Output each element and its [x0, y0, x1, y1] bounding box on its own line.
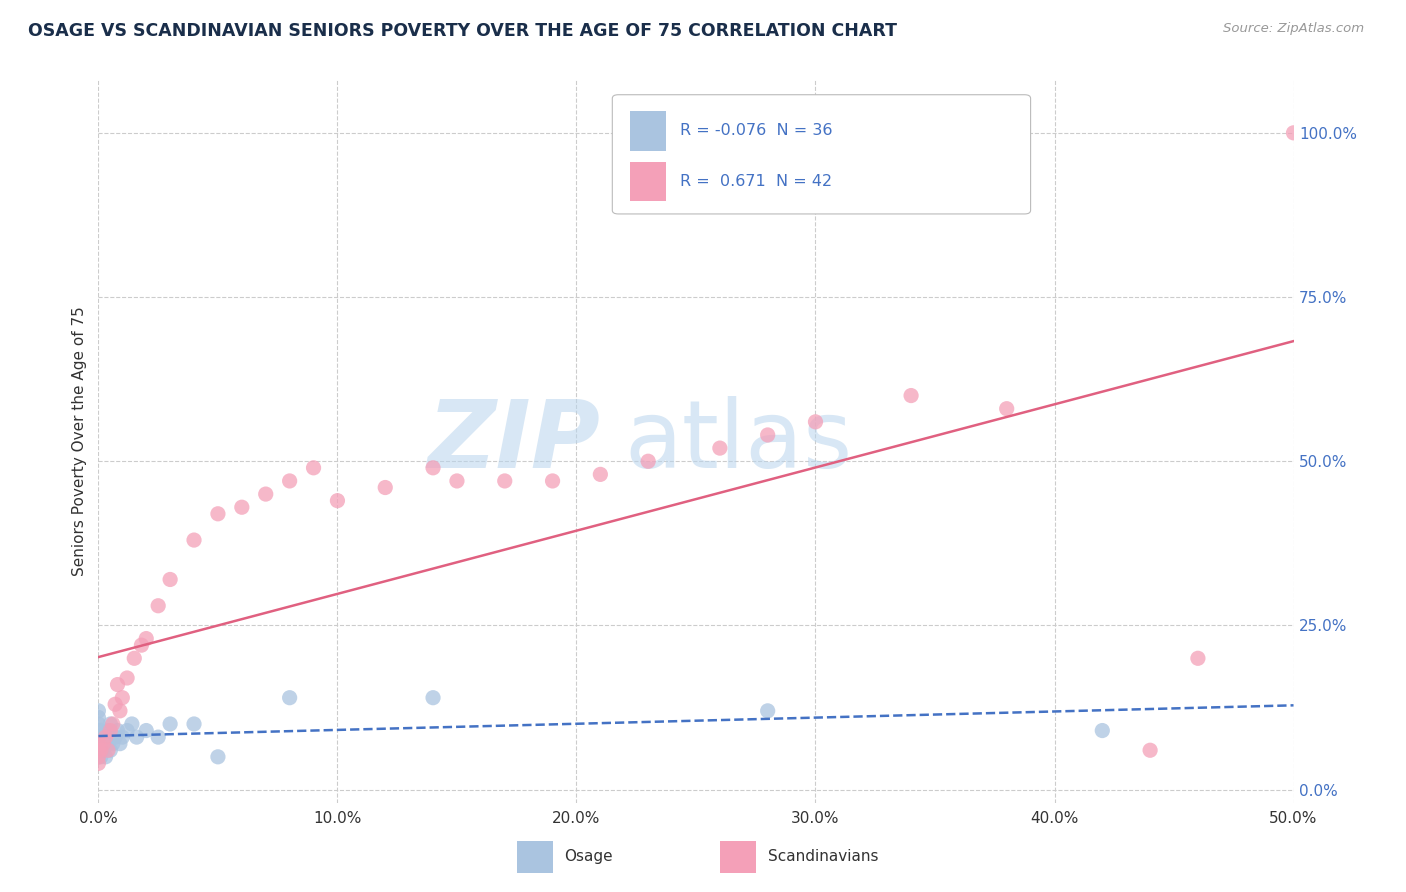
Point: [995, 401, 1018, 416]
Point: [135, 723, 157, 738]
Text: OSAGE VS SCANDINAVIAN SENIORS POVERTY OVER THE AGE OF 75 CORRELATION CHART: OSAGE VS SCANDINAVIAN SENIORS POVERTY OV…: [28, 22, 897, 40]
Point: [98, 743, 122, 757]
Point: [131, 638, 153, 652]
Point: [87, 743, 110, 757]
Point: [97, 743, 120, 757]
Point: [302, 460, 325, 475]
Point: [374, 481, 396, 495]
Point: [87, 749, 110, 764]
Point: [101, 737, 124, 751]
Point: [91, 737, 114, 751]
FancyBboxPatch shape: [517, 841, 553, 873]
Point: [183, 717, 205, 731]
Point: [756, 704, 779, 718]
Point: [87, 756, 110, 771]
Text: Osage: Osage: [565, 849, 613, 864]
FancyBboxPatch shape: [613, 95, 1031, 214]
Point: [589, 467, 612, 482]
Point: [1091, 723, 1114, 738]
Point: [104, 730, 127, 744]
Point: [541, 474, 564, 488]
Point: [278, 474, 301, 488]
Point: [111, 730, 134, 744]
Point: [637, 454, 659, 468]
Point: [108, 704, 131, 718]
Point: [87, 710, 110, 724]
Point: [207, 507, 229, 521]
Point: [90, 749, 112, 764]
Point: [94, 730, 117, 744]
FancyBboxPatch shape: [720, 841, 756, 873]
Text: Scandinavians: Scandinavians: [768, 849, 879, 864]
Point: [231, 500, 253, 515]
Point: [90, 737, 112, 751]
Point: [135, 632, 157, 646]
Point: [98, 723, 122, 738]
Point: [1139, 743, 1161, 757]
Point: [98, 717, 122, 731]
Point: [422, 690, 444, 705]
Point: [90, 743, 112, 757]
Point: [115, 671, 138, 685]
Point: [494, 474, 516, 488]
Point: [87, 737, 110, 751]
Y-axis label: Seniors Poverty Over the Age of 75: Seniors Poverty Over the Age of 75: [72, 307, 87, 576]
Text: Source: ZipAtlas.com: Source: ZipAtlas.com: [1223, 22, 1364, 36]
Point: [87, 749, 110, 764]
Point: [87, 723, 110, 738]
Point: [446, 474, 468, 488]
Point: [91, 743, 114, 757]
Text: atlas: atlas: [624, 395, 852, 488]
Point: [183, 533, 205, 547]
Point: [87, 730, 110, 744]
Point: [107, 677, 129, 691]
Point: [87, 743, 110, 757]
Point: [97, 723, 120, 738]
Point: [90, 723, 112, 738]
Point: [87, 704, 110, 718]
Point: [91, 730, 114, 744]
Point: [148, 730, 170, 744]
Point: [422, 460, 444, 475]
Point: [94, 730, 117, 744]
FancyBboxPatch shape: [630, 111, 666, 151]
Point: [159, 573, 181, 587]
Point: [121, 717, 143, 731]
Point: [148, 599, 170, 613]
Point: [94, 749, 117, 764]
Point: [1187, 651, 1209, 665]
Point: [1282, 126, 1305, 140]
Point: [101, 717, 124, 731]
Point: [278, 690, 301, 705]
Point: [900, 388, 922, 402]
Point: [125, 730, 148, 744]
Point: [97, 737, 120, 751]
Point: [108, 737, 131, 751]
Text: R = -0.076  N = 36: R = -0.076 N = 36: [681, 123, 832, 138]
Point: [326, 493, 349, 508]
Point: [254, 487, 277, 501]
Point: [124, 651, 146, 665]
Point: [111, 690, 134, 705]
Point: [104, 698, 127, 712]
Text: R =  0.671  N = 42: R = 0.671 N = 42: [681, 174, 832, 189]
Point: [159, 717, 181, 731]
Point: [107, 723, 129, 738]
Point: [709, 441, 731, 455]
FancyBboxPatch shape: [630, 161, 666, 202]
Point: [87, 717, 110, 731]
Point: [207, 749, 229, 764]
Point: [804, 415, 827, 429]
Text: ZIP: ZIP: [427, 395, 600, 488]
Point: [756, 428, 779, 442]
Point: [87, 737, 110, 751]
Point: [115, 723, 138, 738]
